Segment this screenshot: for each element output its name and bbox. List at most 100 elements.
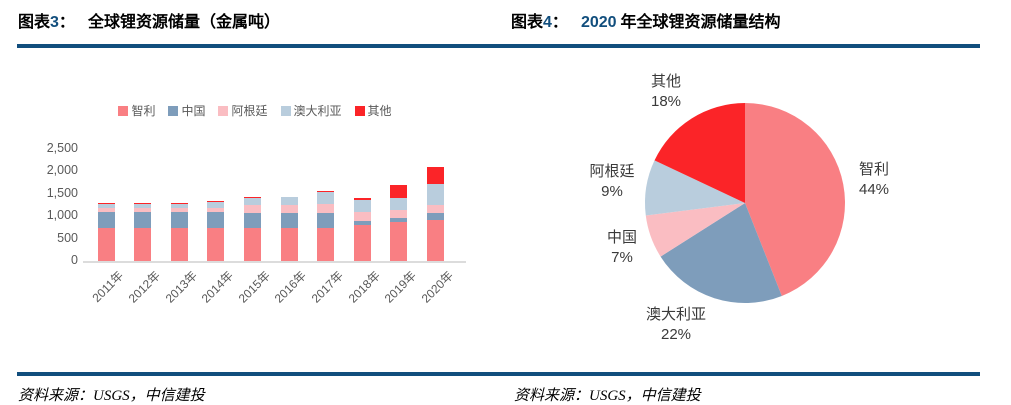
bar-segment-其他 xyxy=(317,191,335,193)
legend-label: 中国 xyxy=(181,104,206,118)
bar-segment-其他 xyxy=(353,198,371,200)
x-axis-tick: 2018年 xyxy=(345,268,383,306)
legend-swatch xyxy=(218,105,229,116)
pie-chart-title-number: 4 xyxy=(543,14,552,31)
y-axis-tick: 1,500 xyxy=(46,185,78,200)
bar-segment-澳大利亚 xyxy=(207,201,225,209)
bar-2014年 xyxy=(207,200,225,261)
legend-item-3: 阿根廷 xyxy=(218,102,268,119)
bottom-divider xyxy=(17,372,980,376)
bar-segment-澳大利亚 xyxy=(97,203,115,209)
x-axis-tick: 2016年 xyxy=(272,268,310,306)
pie-slice-其他 xyxy=(654,103,745,203)
pie-label-name: 中国 xyxy=(606,228,638,246)
x-axis-tick: 2014年 xyxy=(198,268,237,306)
x-axis-tick: 2013年 xyxy=(162,268,200,306)
bar-segment-澳大利亚 xyxy=(390,197,408,211)
pie-slice-澳大利亚 xyxy=(660,203,782,303)
legend-item-4: 澳大利亚 xyxy=(280,102,342,119)
y-axis-tick: 2,000 xyxy=(46,163,78,178)
pie-label-percent: 7% xyxy=(611,249,633,266)
legend-swatch xyxy=(354,105,365,116)
bar-segment-智利 xyxy=(426,219,444,261)
pie-graphic xyxy=(645,103,846,303)
bar-segment-其他 xyxy=(170,202,188,204)
pie-chart-title: 图表4： 2020 年全球锂资源储量结构 xyxy=(511,8,781,32)
bar-segment-阿根廷 xyxy=(353,211,371,221)
bar-segment-其他 xyxy=(280,196,298,198)
pie-label-name: 澳大利亚 xyxy=(645,305,707,323)
pie-label-智利: 智利 44% xyxy=(859,160,889,201)
legend-label: 智利 xyxy=(131,104,156,118)
bar-segment-澳大利亚 xyxy=(317,192,335,205)
bar-segment-其他 xyxy=(97,202,115,204)
bar-segment-中国 xyxy=(207,211,225,228)
bar-2011年 xyxy=(97,202,115,261)
bar-segment-阿根廷 xyxy=(280,204,298,214)
bar-2018年 xyxy=(353,198,371,261)
bar-segment-中国 xyxy=(426,213,444,220)
pie-label-其他: 其他 18% xyxy=(651,72,681,113)
bar-segment-其他 xyxy=(426,166,444,184)
pie-chart-source: 资料来源：USGS，中信建投 xyxy=(514,388,701,404)
bar-segment-澳大利亚 xyxy=(426,183,444,205)
bar-segment-智利 xyxy=(390,222,408,261)
bar-chart-title-prefix: 图表 xyxy=(18,14,51,31)
y-axis-tick: 500 xyxy=(57,230,78,245)
x-axis-tick: 2019年 xyxy=(381,268,420,306)
pie-label-阿根廷: 阿根廷 9% xyxy=(589,162,634,203)
x-axis-tick: 2012年 xyxy=(125,268,163,306)
pie-chart-title-text: 年全球锂资源储量结构 xyxy=(620,14,781,31)
bar-segment-阿根廷 xyxy=(390,210,408,218)
bar-chart-source: 资料来源：USGS，中信建投 xyxy=(18,388,205,404)
legend-item-1: 智利 xyxy=(118,102,155,119)
bar-segment-其他 xyxy=(207,200,225,202)
legend-label: 阿根廷 xyxy=(231,104,268,118)
bar-segment-中国 xyxy=(317,213,335,228)
pie-label-percent: 22% xyxy=(660,326,692,343)
bar-segment-阿根廷 xyxy=(170,208,188,212)
x-axis-tick: 2011年 xyxy=(89,268,127,306)
legend-label: 其他 xyxy=(367,104,392,118)
pie-label-中国: 中国 7% xyxy=(607,228,637,269)
bar-segment-其他 xyxy=(390,184,408,198)
bar-segment-阿根廷 xyxy=(317,204,335,214)
y-axis-tick: 0 xyxy=(71,253,78,267)
bar-segment-阿根廷 xyxy=(243,204,261,214)
legend-label: 澳大利亚 xyxy=(293,104,342,118)
bar-segment-其他 xyxy=(243,196,261,198)
legend-swatch xyxy=(118,105,129,116)
bar-segment-中国 xyxy=(134,211,152,228)
bar-segment-阿根廷 xyxy=(97,208,115,212)
bar-segment-智利 xyxy=(280,227,298,261)
bar-segment-智利 xyxy=(353,225,371,261)
pie-label-percent: 44% xyxy=(858,181,890,198)
pie-label-name: 其他 xyxy=(650,72,681,90)
bar-chart-title-text: 全球锂资源储量（金属吨） xyxy=(87,14,280,31)
bar-segment-澳大利亚 xyxy=(170,203,188,209)
x-axis-tick: 2020年 xyxy=(418,268,456,306)
bar-segment-智利 xyxy=(207,227,225,261)
pie-label-name: 智利 xyxy=(858,160,889,178)
bar-2013年 xyxy=(170,202,188,261)
bar-segment-阿根廷 xyxy=(426,204,444,214)
bar-segment-智利 xyxy=(170,227,188,261)
legend-swatch xyxy=(168,105,179,116)
x-axis-tick: 2017年 xyxy=(308,268,346,306)
legend-item-2: 中国 xyxy=(168,102,205,119)
bar-segment-澳大利亚 xyxy=(243,197,261,205)
top-divider xyxy=(17,44,980,48)
bar-segment-中国 xyxy=(170,211,188,228)
bar-segment-阿根廷 xyxy=(134,208,152,212)
bar-segment-智利 xyxy=(317,227,335,261)
pie-label-percent: 18% xyxy=(650,93,682,110)
bar-segment-阿根廷 xyxy=(207,208,225,212)
pie-label-name: 阿根廷 xyxy=(589,162,635,180)
pie-label-percent: 9% xyxy=(601,183,623,200)
bar-2020年 xyxy=(426,166,444,261)
bar-2016年 xyxy=(280,196,298,261)
bar-2019年 xyxy=(390,184,408,261)
pie-slice-阿根廷 xyxy=(645,160,745,216)
pie-chart-title-prefix: 图表 xyxy=(511,14,544,31)
